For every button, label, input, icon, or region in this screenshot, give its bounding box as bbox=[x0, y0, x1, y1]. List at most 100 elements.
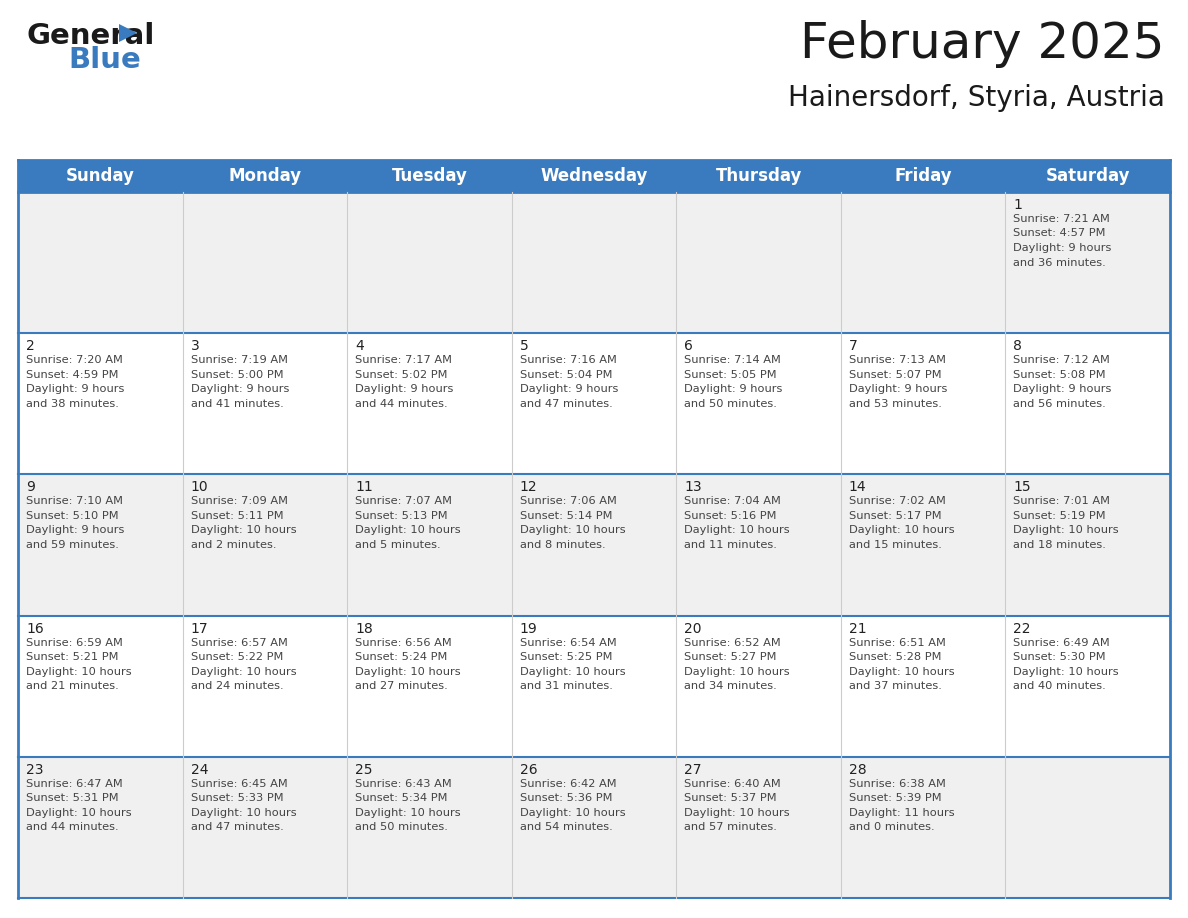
Text: 9: 9 bbox=[26, 480, 34, 495]
Text: Thursday: Thursday bbox=[715, 167, 802, 185]
Text: and 56 minutes.: and 56 minutes. bbox=[1013, 398, 1106, 409]
Text: and 34 minutes.: and 34 minutes. bbox=[684, 681, 777, 691]
Text: and 36 minutes.: and 36 minutes. bbox=[1013, 258, 1106, 267]
Text: Daylight: 10 hours: Daylight: 10 hours bbox=[355, 666, 461, 677]
Text: Sunset: 5:34 PM: Sunset: 5:34 PM bbox=[355, 793, 448, 803]
Text: Sunset: 4:57 PM: Sunset: 4:57 PM bbox=[1013, 229, 1106, 239]
Bar bbox=[18, 192, 1170, 333]
Bar bbox=[18, 756, 1170, 898]
Text: Sunset: 5:36 PM: Sunset: 5:36 PM bbox=[519, 793, 612, 803]
Text: and 31 minutes.: and 31 minutes. bbox=[519, 681, 613, 691]
Text: Daylight: 9 hours: Daylight: 9 hours bbox=[355, 385, 454, 394]
Text: and 47 minutes.: and 47 minutes. bbox=[190, 823, 283, 833]
Text: and 5 minutes.: and 5 minutes. bbox=[355, 540, 441, 550]
Text: and 21 minutes.: and 21 minutes. bbox=[26, 681, 119, 691]
Text: Sunrise: 6:38 AM: Sunrise: 6:38 AM bbox=[849, 778, 946, 789]
Text: 25: 25 bbox=[355, 763, 373, 777]
Text: Sunrise: 6:40 AM: Sunrise: 6:40 AM bbox=[684, 778, 781, 789]
Text: and 38 minutes.: and 38 minutes. bbox=[26, 398, 119, 409]
Text: 27: 27 bbox=[684, 763, 702, 777]
Text: Daylight: 10 hours: Daylight: 10 hours bbox=[849, 666, 954, 677]
Text: Daylight: 10 hours: Daylight: 10 hours bbox=[519, 525, 625, 535]
Text: Daylight: 10 hours: Daylight: 10 hours bbox=[519, 808, 625, 818]
Text: Wednesday: Wednesday bbox=[541, 167, 647, 185]
Text: and 53 minutes.: and 53 minutes. bbox=[849, 398, 942, 409]
Text: and 37 minutes.: and 37 minutes. bbox=[849, 681, 942, 691]
Text: and 27 minutes.: and 27 minutes. bbox=[355, 681, 448, 691]
Text: Daylight: 9 hours: Daylight: 9 hours bbox=[684, 385, 783, 394]
Text: and 41 minutes.: and 41 minutes. bbox=[190, 398, 283, 409]
Text: 17: 17 bbox=[190, 621, 208, 635]
Text: Sunrise: 6:56 AM: Sunrise: 6:56 AM bbox=[355, 638, 451, 647]
Text: 3: 3 bbox=[190, 339, 200, 353]
Text: Blue: Blue bbox=[68, 46, 140, 74]
Text: Sunrise: 6:54 AM: Sunrise: 6:54 AM bbox=[519, 638, 617, 647]
Text: Sunrise: 6:43 AM: Sunrise: 6:43 AM bbox=[355, 778, 451, 789]
Text: 7: 7 bbox=[849, 339, 858, 353]
Text: 24: 24 bbox=[190, 763, 208, 777]
Text: and 44 minutes.: and 44 minutes. bbox=[355, 398, 448, 409]
Text: Daylight: 10 hours: Daylight: 10 hours bbox=[849, 525, 954, 535]
Text: Saturday: Saturday bbox=[1045, 167, 1130, 185]
Text: and 8 minutes.: and 8 minutes. bbox=[519, 540, 606, 550]
Text: 16: 16 bbox=[26, 621, 44, 635]
Text: 14: 14 bbox=[849, 480, 866, 495]
Text: 8: 8 bbox=[1013, 339, 1023, 353]
Text: Daylight: 9 hours: Daylight: 9 hours bbox=[1013, 385, 1112, 394]
Text: Daylight: 10 hours: Daylight: 10 hours bbox=[26, 666, 132, 677]
Text: Sunrise: 7:16 AM: Sunrise: 7:16 AM bbox=[519, 355, 617, 365]
Text: Daylight: 10 hours: Daylight: 10 hours bbox=[190, 525, 296, 535]
Text: Daylight: 9 hours: Daylight: 9 hours bbox=[519, 385, 618, 394]
Text: Sunset: 5:14 PM: Sunset: 5:14 PM bbox=[519, 511, 612, 521]
Text: Friday: Friday bbox=[895, 167, 952, 185]
Text: Sunrise: 7:04 AM: Sunrise: 7:04 AM bbox=[684, 497, 782, 507]
Text: Sunrise: 7:09 AM: Sunrise: 7:09 AM bbox=[190, 497, 287, 507]
Text: Daylight: 10 hours: Daylight: 10 hours bbox=[519, 666, 625, 677]
Text: Sunset: 5:02 PM: Sunset: 5:02 PM bbox=[355, 370, 448, 380]
Text: Daylight: 10 hours: Daylight: 10 hours bbox=[190, 808, 296, 818]
Text: Sunday: Sunday bbox=[65, 167, 134, 185]
Text: Sunrise: 7:19 AM: Sunrise: 7:19 AM bbox=[190, 355, 287, 365]
Text: Sunset: 5:30 PM: Sunset: 5:30 PM bbox=[1013, 652, 1106, 662]
Text: and 50 minutes.: and 50 minutes. bbox=[355, 823, 448, 833]
Text: 19: 19 bbox=[519, 621, 537, 635]
Text: Sunrise: 7:06 AM: Sunrise: 7:06 AM bbox=[519, 497, 617, 507]
Text: Sunrise: 6:59 AM: Sunrise: 6:59 AM bbox=[26, 638, 122, 647]
Text: Daylight: 9 hours: Daylight: 9 hours bbox=[849, 385, 947, 394]
Text: Sunset: 5:11 PM: Sunset: 5:11 PM bbox=[190, 511, 283, 521]
Text: Sunrise: 6:47 AM: Sunrise: 6:47 AM bbox=[26, 778, 122, 789]
Text: Sunset: 5:17 PM: Sunset: 5:17 PM bbox=[849, 511, 941, 521]
Text: and 24 minutes.: and 24 minutes. bbox=[190, 681, 283, 691]
Text: and 0 minutes.: and 0 minutes. bbox=[849, 823, 935, 833]
Text: Daylight: 10 hours: Daylight: 10 hours bbox=[684, 525, 790, 535]
Text: General: General bbox=[26, 22, 154, 50]
Text: Sunset: 5:16 PM: Sunset: 5:16 PM bbox=[684, 511, 777, 521]
Text: Daylight: 10 hours: Daylight: 10 hours bbox=[190, 666, 296, 677]
Text: 23: 23 bbox=[26, 763, 44, 777]
Bar bbox=[18, 333, 1170, 475]
Text: Sunrise: 7:13 AM: Sunrise: 7:13 AM bbox=[849, 355, 946, 365]
Text: 22: 22 bbox=[1013, 621, 1031, 635]
Text: Sunset: 5:05 PM: Sunset: 5:05 PM bbox=[684, 370, 777, 380]
Text: Sunrise: 7:17 AM: Sunrise: 7:17 AM bbox=[355, 355, 453, 365]
Text: 21: 21 bbox=[849, 621, 866, 635]
Text: Daylight: 10 hours: Daylight: 10 hours bbox=[355, 525, 461, 535]
Text: Sunset: 5:00 PM: Sunset: 5:00 PM bbox=[190, 370, 283, 380]
Text: 15: 15 bbox=[1013, 480, 1031, 495]
Text: and 57 minutes.: and 57 minutes. bbox=[684, 823, 777, 833]
Text: and 47 minutes.: and 47 minutes. bbox=[519, 398, 613, 409]
Text: and 59 minutes.: and 59 minutes. bbox=[26, 540, 119, 550]
Text: Sunset: 5:39 PM: Sunset: 5:39 PM bbox=[849, 793, 941, 803]
Text: Daylight: 10 hours: Daylight: 10 hours bbox=[684, 808, 790, 818]
Text: 4: 4 bbox=[355, 339, 364, 353]
Text: Sunset: 5:31 PM: Sunset: 5:31 PM bbox=[26, 793, 119, 803]
Text: Monday: Monday bbox=[228, 167, 302, 185]
Text: Sunset: 5:25 PM: Sunset: 5:25 PM bbox=[519, 652, 612, 662]
Text: 26: 26 bbox=[519, 763, 537, 777]
Text: 20: 20 bbox=[684, 621, 702, 635]
Text: Sunset: 5:24 PM: Sunset: 5:24 PM bbox=[355, 652, 448, 662]
Text: Daylight: 10 hours: Daylight: 10 hours bbox=[26, 808, 132, 818]
Text: Sunset: 5:08 PM: Sunset: 5:08 PM bbox=[1013, 370, 1106, 380]
Bar bbox=[18, 616, 1170, 756]
Text: Sunset: 5:04 PM: Sunset: 5:04 PM bbox=[519, 370, 612, 380]
